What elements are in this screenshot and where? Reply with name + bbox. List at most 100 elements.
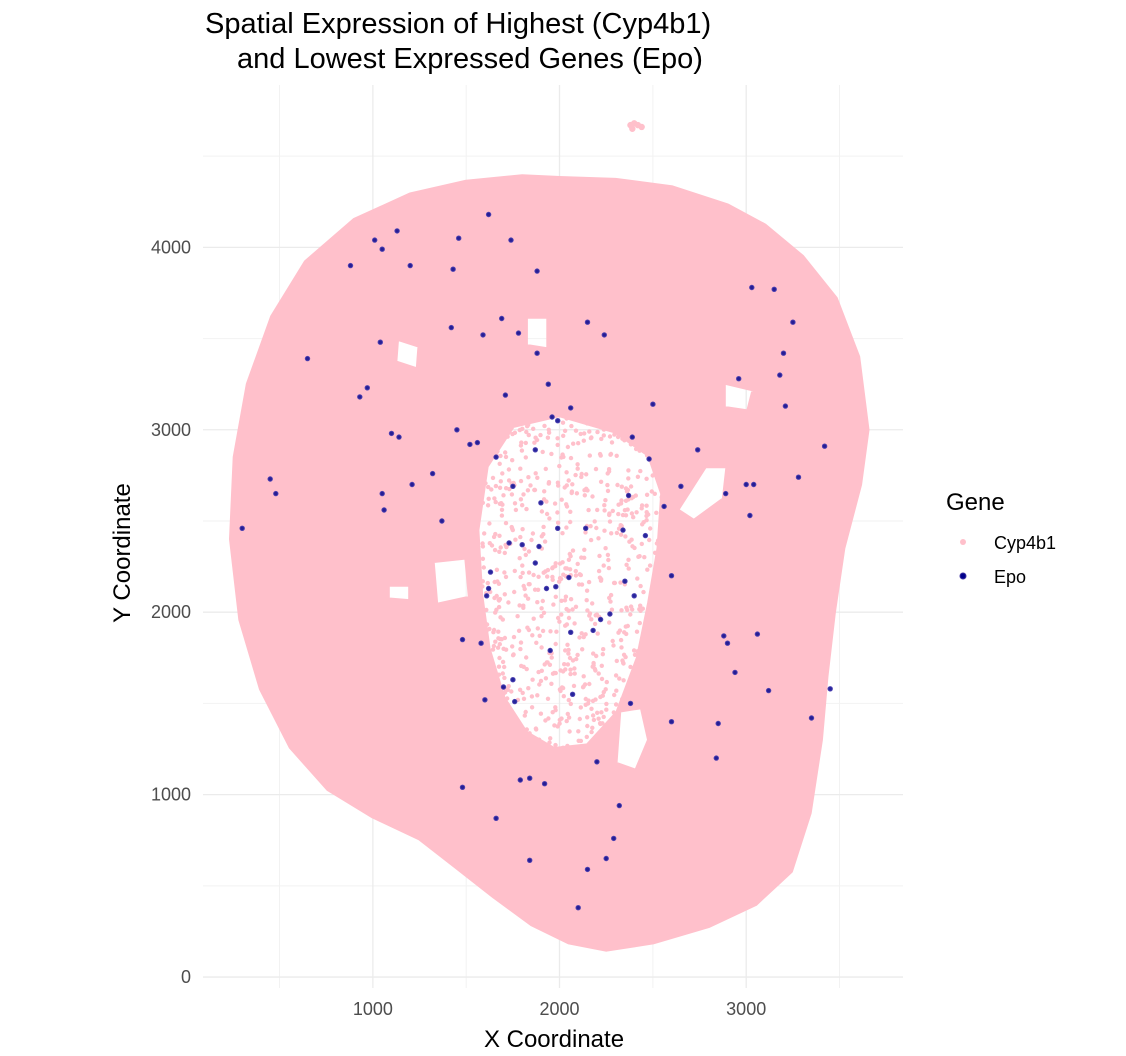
cyp4b1-point	[637, 554, 642, 559]
cyp4b1-point	[614, 530, 620, 536]
cyp4b1-point	[550, 577, 555, 582]
cyp4b1-point	[562, 662, 567, 667]
cyp4b1-point	[611, 710, 616, 715]
cyp4b1-point	[482, 531, 487, 536]
cyp4b1-point	[566, 478, 571, 483]
epo-point	[357, 394, 363, 400]
y-tick-label: 0	[181, 967, 191, 987]
cyp4b1-point	[577, 572, 582, 577]
cyp4b1-point	[564, 470, 569, 475]
cyp4b1-point	[544, 511, 550, 517]
cyp4b1-point	[626, 476, 631, 481]
cyp4b1-point	[544, 499, 549, 504]
cyp4b1-point	[549, 451, 554, 457]
cyp4b1-point	[591, 651, 596, 656]
cyp4b1-point	[572, 671, 577, 676]
cyp4b1-point	[502, 592, 507, 597]
cyp4b1-point	[506, 684, 511, 689]
epo-point	[459, 784, 466, 790]
cyp4b1-point	[608, 599, 613, 604]
cyp4b1-point	[596, 568, 602, 574]
cyp4b1-point	[545, 660, 550, 665]
cyp4b1-point	[480, 500, 485, 505]
cyp4b1-point	[602, 508, 607, 513]
cyp4b1-point	[517, 603, 522, 608]
cyp4b1-point	[566, 697, 571, 703]
cyp4b1-point	[534, 437, 540, 443]
cyp4b1-point	[493, 483, 499, 489]
cyp4b1-point	[635, 649, 640, 654]
cyp4b1-point	[518, 443, 524, 448]
cyp4b1-point	[582, 431, 587, 436]
cyp4b1-point	[516, 628, 522, 633]
cyp4b1-point	[601, 563, 606, 568]
epo-point	[482, 697, 488, 703]
cyp4b1-point	[568, 455, 574, 461]
cyp4b1-point	[589, 706, 594, 711]
cyp4b1-point	[632, 652, 638, 657]
epo-point	[407, 262, 413, 269]
epo-point	[668, 573, 675, 579]
cyp4b1-point	[568, 554, 573, 559]
epo-point	[668, 719, 675, 725]
x-tick-label: 2000	[540, 999, 580, 1019]
epo-point	[510, 483, 516, 489]
cyp4b1-point	[608, 592, 614, 598]
cyp4b1-point	[647, 537, 652, 543]
epo-point	[396, 434, 402, 440]
cyp4b1-point	[497, 533, 502, 538]
cyp4b1-point	[547, 516, 552, 521]
cyp4b1-point	[588, 537, 594, 543]
cyp4b1-point	[492, 595, 497, 601]
epo-point	[553, 584, 559, 590]
cyp4b1-point	[573, 604, 579, 609]
legend-key-cyp4b1	[960, 539, 966, 545]
epo-point	[629, 434, 635, 440]
cyp4b1-point	[506, 478, 512, 483]
cyp4b1-point	[490, 475, 496, 481]
cyp4b1-point	[557, 619, 562, 624]
cyp4b1-point	[568, 509, 573, 514]
epo-point	[506, 540, 512, 546]
cyp4b1-point	[526, 686, 531, 691]
cyp4b1-point	[485, 503, 491, 508]
cyp4b1-point	[567, 655, 573, 661]
cyp4b1-point	[659, 495, 664, 500]
epo-point	[474, 439, 481, 446]
cyp4b1-point	[567, 729, 572, 734]
cyp4b1-point	[576, 582, 582, 587]
cyp4b1-point	[497, 655, 502, 661]
cyp4b1-point	[582, 488, 587, 493]
cyp4b1-point	[581, 684, 586, 689]
cyp4b1-point	[563, 594, 569, 599]
cyp4b1-point	[581, 438, 586, 443]
epo-point	[450, 266, 456, 272]
cyp4b1-point	[607, 519, 613, 524]
epo-point	[790, 319, 796, 325]
cyp4b1-point	[480, 579, 485, 584]
epo-point	[456, 235, 462, 241]
cyp4b1-point	[607, 512, 612, 518]
cyp4b1-point	[584, 598, 589, 603]
epo-point	[388, 430, 395, 437]
cyp4b1-point	[579, 474, 584, 480]
cyp4b1-point	[535, 475, 540, 480]
cyp4b1-point	[512, 568, 517, 574]
epo-point	[721, 633, 727, 639]
cyp4b1-point	[537, 682, 542, 687]
cyp4b1-point	[556, 483, 561, 488]
epo-point	[749, 284, 755, 291]
cyp4b1-point	[562, 428, 568, 433]
cyp4b1-point	[557, 463, 562, 469]
cyp4b1-point	[510, 526, 515, 531]
cyp4b1-point	[586, 579, 592, 585]
cyp4b1-point	[559, 685, 565, 690]
cyp4b1-point	[616, 511, 621, 517]
epo-point	[695, 447, 701, 453]
epo-point	[780, 350, 787, 356]
cyp4b1-point	[483, 481, 488, 486]
cyp4b1-point	[529, 694, 535, 699]
epo-point	[534, 350, 540, 356]
cyp4b1-point	[581, 674, 586, 679]
cyp4b1-point	[614, 688, 619, 693]
